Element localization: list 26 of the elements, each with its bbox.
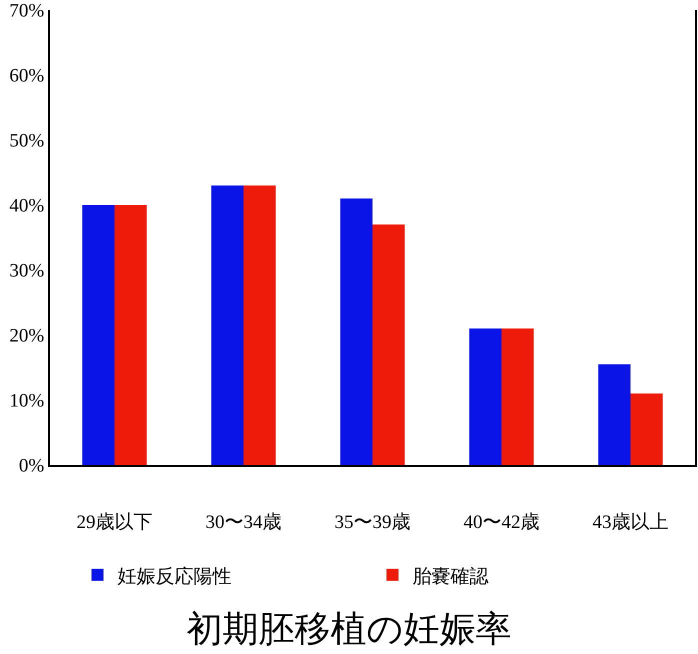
- x-tick-label: 40〜42歳: [464, 512, 540, 533]
- bar: [502, 328, 534, 465]
- y-tick-label: 30%: [9, 260, 44, 282]
- x-tick-label: 30〜34歳: [206, 512, 282, 533]
- y-tick-label: 0%: [18, 456, 44, 477]
- x-tick-label: 35〜39歳: [334, 512, 410, 533]
- bar: [630, 394, 663, 465]
- bar: [114, 205, 147, 465]
- x-tick-label: 29歳以下: [76, 512, 152, 533]
- y-tick-label: 40%: [9, 196, 44, 217]
- text: 初期胚移植の妊娠率: [186, 608, 512, 650]
- y-tick-label: 20%: [9, 326, 44, 347]
- bar: [469, 328, 502, 465]
- y-tick-label: 60%: [9, 66, 44, 87]
- bar: [340, 198, 372, 465]
- legend-label: 胎嚢確認: [412, 565, 488, 588]
- y-tick-label: 10%: [9, 390, 44, 412]
- bar: [598, 364, 630, 465]
- x-tick-label: 43歳以上: [592, 512, 668, 533]
- bar: [372, 224, 405, 465]
- legend-label: 妊娠反応陽性: [118, 565, 232, 588]
- bar: [211, 186, 244, 465]
- y-tick-label: 50%: [9, 130, 44, 152]
- bar: [244, 186, 276, 465]
- y-tick-label: 70%: [9, 0, 44, 22]
- bar: [82, 205, 114, 465]
